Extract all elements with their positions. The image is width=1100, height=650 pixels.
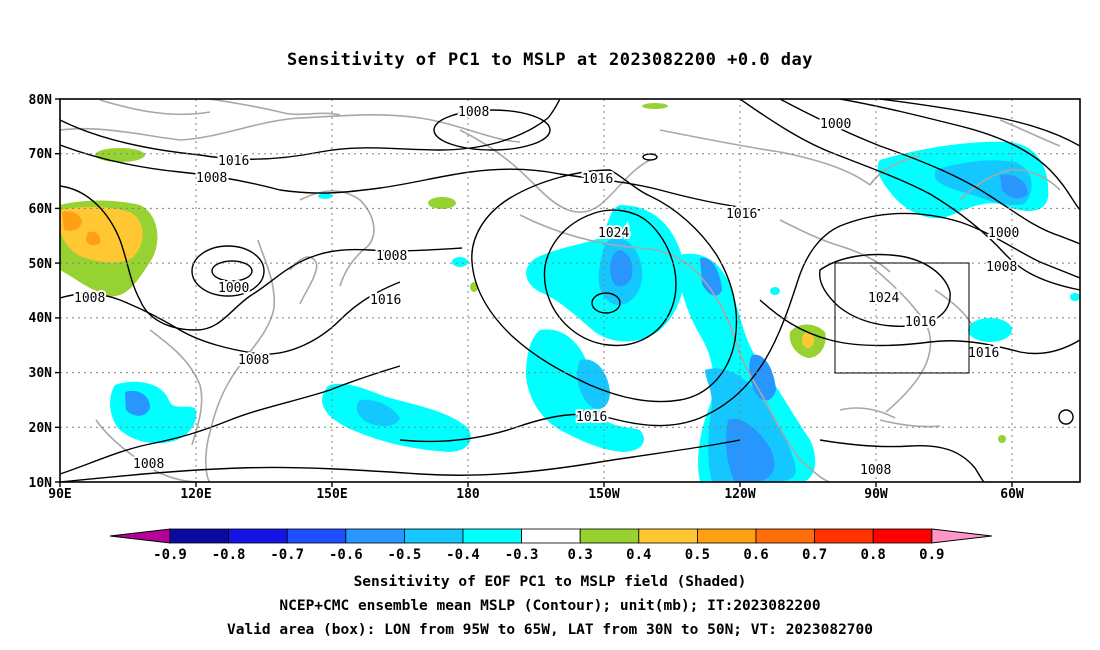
colorbar-segment [872, 528, 933, 544]
lon-label: 180 [456, 487, 480, 502]
graticule [60, 99, 1080, 482]
colorbar-labels: -0.9 -0.8 -0.7 -0.6 -0.5 -0.4 -0.3 0.3 0.4 0.5 0.6… [153, 547, 944, 563]
contour-label: 1016 [905, 315, 936, 330]
contour-labels: 1008 1016 1008 1000 1008 1008 1008 1016 … [72, 103, 1021, 480]
lon-label: 60W [1000, 487, 1024, 502]
lat-label: 60N [29, 202, 53, 217]
lon-label: 120W [724, 487, 755, 502]
colorbar-end-low [109, 528, 171, 544]
colorbar-tick-label: 0.4 [626, 547, 651, 563]
contour-label: 1008 [458, 105, 489, 120]
contour-label: 1016 [726, 207, 757, 222]
colorbar-segment [169, 528, 229, 544]
colorbar-end-high [931, 528, 992, 544]
colorbar-segment [403, 528, 464, 544]
lat-label: 70N [29, 147, 53, 162]
contour-label: 1016 [218, 154, 249, 169]
lat-label: 80N [29, 93, 53, 108]
colorbar-segment [286, 528, 347, 544]
valid-area-box [834, 262, 970, 374]
contour-label: 1008 [860, 463, 891, 478]
contour-label: 1008 [238, 353, 269, 368]
lat-label: 10N [29, 476, 53, 491]
contour-label: 1008 [74, 291, 105, 306]
lon-label: 150E [316, 487, 347, 502]
colorbar-tick-label: 0.5 [685, 547, 710, 563]
plot-frame [59, 98, 1081, 483]
colorbar-tick-label: 0.8 [861, 547, 886, 563]
contour-label: 1024 [598, 226, 629, 241]
contour-label: 1008 [133, 457, 164, 472]
contour-label: 1024 [868, 291, 899, 306]
contour-label: 1016 [582, 172, 613, 187]
contour-label: 1000 [988, 226, 1019, 241]
contour-label: 1016 [370, 293, 401, 308]
positive-sensitivity-shading [60, 103, 1006, 443]
lat-label: 20N [29, 421, 53, 436]
colorbar-tick-label: -0.3 [505, 547, 539, 563]
colorbar-tick-label: -0.4 [446, 547, 480, 563]
contour-label: 1008 [196, 171, 227, 186]
axis-ticks [55, 98, 1013, 487]
coastlines [60, 99, 1061, 482]
longitude-labels: 90E 120E 150E 180 150W 120W 90W 60W [48, 487, 1024, 502]
lat-label: 50N [29, 257, 53, 272]
contour-label: 1016 [968, 346, 999, 361]
caption-shading: Sensitivity of EOF PC1 to MSLP field (Sh… [353, 574, 747, 590]
colorbar-segment [697, 528, 757, 544]
contour-label: 1016 [576, 410, 607, 425]
contour-label: 1008 [986, 260, 1017, 275]
colorbar-tick-label: -0.9 [153, 547, 187, 563]
lon-label: 90W [864, 487, 888, 502]
lon-label: 120E [180, 487, 211, 502]
contour-label: 1000 [218, 281, 249, 296]
mslp-contours [60, 99, 1080, 482]
caption-contour: NCEP+CMC ensemble mean MSLP (Contour); u… [279, 598, 821, 614]
colorbar-segment [579, 528, 640, 544]
colorbar-segment [462, 528, 522, 544]
colorbar-tick-label: -0.5 [388, 547, 422, 563]
colorbar-segment [228, 528, 288, 544]
colorbar-tick-label: -0.8 [212, 547, 246, 563]
contour-label: 1000 [820, 117, 851, 132]
map-title: Sensitivity of PC1 to MSLP at 2023082200… [286, 50, 813, 70]
lat-label: 30N [29, 366, 53, 381]
colorbar-segment [814, 528, 874, 544]
colorbar-segment [755, 528, 815, 544]
colorbar-tick-label: -0.7 [270, 547, 304, 563]
colorbar-segment [521, 528, 581, 544]
contour-label: 1008 [376, 249, 407, 264]
colorbar-tick-label: -0.6 [329, 547, 363, 563]
latitude-labels: 80N 70N 60N 50N 40N 30N 20N 10N [29, 93, 53, 491]
colorbar-tick-label: 0.7 [802, 547, 827, 563]
lon-label: 90E [48, 487, 71, 502]
lon-label: 150W [588, 487, 619, 502]
colorbar-tick-label: 0.9 [919, 547, 944, 563]
colorbar [109, 528, 992, 544]
colorbar-tick-label: 0.3 [568, 547, 593, 563]
lat-label: 40N [29, 311, 53, 326]
colorbar-segment [345, 528, 405, 544]
colorbar-tick-label: 0.6 [743, 547, 768, 563]
caption-valid-area: Valid area (box): LON from 95W to 65W, L… [226, 622, 873, 638]
colorbar-segment [638, 528, 698, 544]
